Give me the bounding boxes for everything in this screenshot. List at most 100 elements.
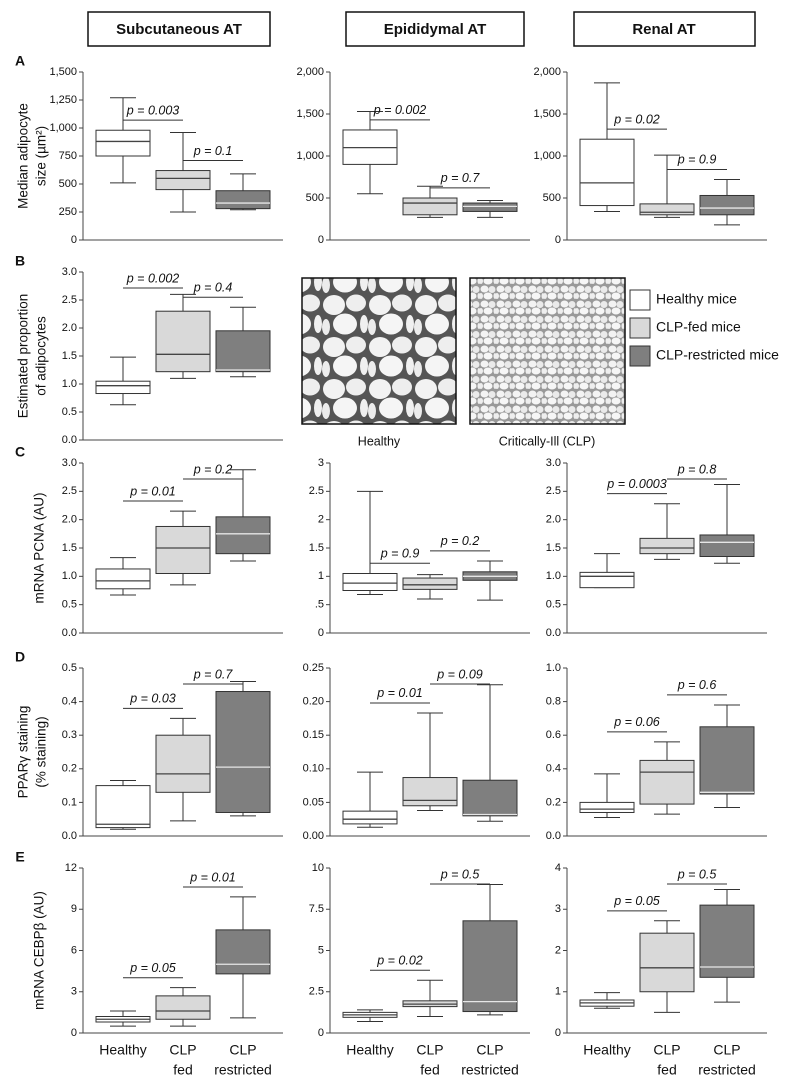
- box: [462, 920, 518, 1013]
- y-axis-label: PPARγ staining: [16, 706, 31, 799]
- y-tick-label: 12: [65, 862, 77, 874]
- y-tick-label: 1.5: [62, 350, 77, 362]
- p-value: p = 0.9: [677, 153, 717, 167]
- box: [462, 779, 518, 817]
- y-axis-label: size (µm²): [34, 126, 49, 186]
- y-tick-label: 0.5: [546, 599, 561, 611]
- y-tick-label: 1,000: [49, 122, 77, 134]
- p-value: p = 0.05: [129, 961, 176, 975]
- y-tick-label: 1,000: [533, 150, 561, 162]
- x-tick-label: Healthy: [583, 1042, 630, 1058]
- p-value: p = 0.02: [376, 954, 423, 968]
- y-axis-label: Estimated proportion: [16, 294, 31, 419]
- column-header-box: [345, 11, 525, 47]
- image-caption: Critically-Ill (CLP): [499, 434, 596, 448]
- box: [579, 138, 635, 207]
- y-tick-label: 1.0: [62, 570, 77, 582]
- y-tick-label: 500: [59, 178, 77, 190]
- p-value: p = 0.5: [677, 867, 717, 881]
- y-tick-label: 0.0: [546, 627, 561, 639]
- legend-label: CLP-restricted mice: [656, 347, 779, 363]
- y-tick-label: 1,000: [296, 150, 324, 162]
- box: [462, 202, 518, 212]
- x-tick-label: CLP: [713, 1042, 740, 1058]
- box: [215, 516, 271, 555]
- y-tick-label: 0.4: [546, 763, 561, 775]
- y-tick-label: 0.0: [546, 830, 561, 842]
- y-tick-label: 750: [59, 150, 77, 162]
- box: [699, 726, 755, 795]
- box: [95, 785, 151, 829]
- y-tick-label: 0.1: [62, 796, 77, 808]
- legend-swatch: [629, 289, 651, 311]
- y-tick-label: 10: [312, 862, 324, 874]
- x-tick-label: Healthy: [346, 1042, 393, 1058]
- p-value: p = 0.05: [613, 894, 660, 908]
- p-value: p = 0.4: [193, 280, 233, 294]
- y-tick-label: 0.2: [62, 763, 77, 775]
- y-tick-label: 2.5: [546, 485, 561, 497]
- y-tick-label: 3: [71, 986, 77, 998]
- y-tick-label: 0: [318, 627, 324, 639]
- box: [95, 568, 151, 590]
- p-value: p = 0.5: [440, 867, 480, 881]
- y-tick-label: 2.0: [62, 322, 77, 334]
- y-tick-label: 2: [555, 944, 561, 956]
- box: [402, 197, 458, 216]
- x-tick-label: fed: [657, 1062, 676, 1078]
- y-tick-label: 0.15: [303, 729, 324, 741]
- p-value: p = 0.7: [193, 667, 234, 681]
- y-tick-label: 3: [318, 457, 324, 469]
- p-value: p = 0.8: [677, 462, 717, 476]
- y-tick-label: 9: [71, 903, 77, 915]
- y-tick-label: 500: [306, 192, 324, 204]
- y-tick-label: 0: [555, 1027, 561, 1039]
- x-tick-label: restricted: [461, 1062, 519, 1078]
- p-value: p = 0.6: [677, 678, 717, 692]
- y-tick-label: 7.5: [309, 903, 324, 915]
- y-tick-label: 500: [543, 192, 561, 204]
- y-tick-label: 0: [71, 1027, 77, 1039]
- x-tick-label: CLP: [653, 1042, 680, 1058]
- y-tick-label: 250: [59, 206, 77, 218]
- y-tick-label: 2.0: [546, 514, 561, 526]
- p-value: p = 0.01: [129, 484, 176, 498]
- y-tick-label: 2.0: [62, 514, 77, 526]
- p-value: p = 0.01: [376, 686, 423, 700]
- y-tick-label: 0.10: [303, 763, 324, 775]
- y-tick-label: 0: [71, 234, 77, 246]
- p-value: p = 0.06: [613, 715, 660, 729]
- box: [215, 330, 271, 373]
- y-tick-label: 1,500: [533, 108, 561, 120]
- y-tick-label: 1.0: [546, 570, 561, 582]
- y-tick-label: 2: [318, 514, 324, 526]
- box: [95, 129, 151, 157]
- y-tick-label: 0: [555, 234, 561, 246]
- y-tick-label: 2.5: [309, 485, 324, 497]
- y-tick-label: 0.8: [546, 696, 561, 708]
- p-value: p = 0.02: [613, 112, 660, 126]
- y-axis-label: mRNA PCNA (AU): [32, 492, 47, 603]
- p-value: p = 0.09: [436, 667, 483, 681]
- legend-swatch: [629, 317, 651, 339]
- image-caption: Healthy: [358, 434, 401, 448]
- column-header: Renal AT: [632, 21, 695, 38]
- y-tick-label: .5: [315, 599, 324, 611]
- box: [639, 759, 695, 805]
- y-tick-label: 1.5: [62, 542, 77, 554]
- column-header-box: [87, 11, 271, 47]
- x-tick-label: restricted: [698, 1062, 756, 1078]
- x-tick-label: fed: [173, 1062, 192, 1078]
- box: [155, 310, 211, 373]
- box: [699, 534, 755, 558]
- y-tick-label: 3.0: [62, 266, 77, 278]
- y-tick-label: 1,500: [49, 66, 77, 78]
- p-value: p = 0.003: [126, 103, 180, 117]
- y-tick-label: 0.4: [62, 696, 77, 708]
- y-tick-label: 5: [318, 944, 324, 956]
- box: [699, 194, 755, 216]
- box: [402, 777, 458, 807]
- legend-label: Healthy mice: [656, 291, 737, 307]
- y-tick-label: 2.5: [62, 294, 77, 306]
